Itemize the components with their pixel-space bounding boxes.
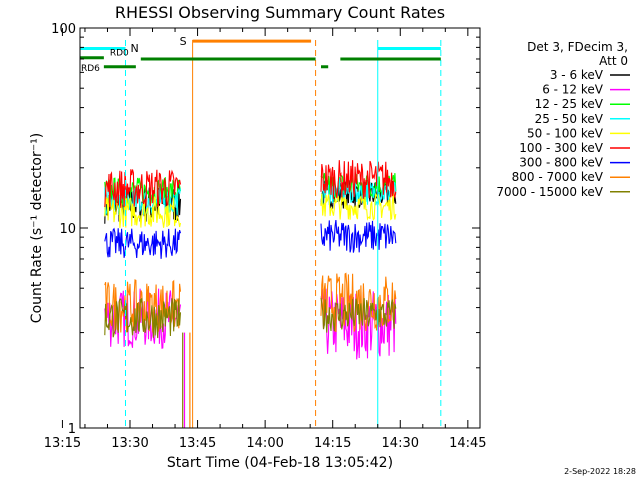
legend-label: 800 - 7000 keV bbox=[512, 170, 604, 184]
footer-date: 2-Sep-2022 18:28 bbox=[564, 467, 636, 476]
x-tick-label: 14:30 bbox=[382, 436, 419, 451]
x-tick-label: 13:45 bbox=[179, 436, 216, 451]
series-trace bbox=[320, 160, 397, 200]
x-tick-label: 14:15 bbox=[314, 436, 351, 451]
event-marker-label: N bbox=[130, 42, 138, 55]
legend-label: 50 - 100 keV bbox=[527, 126, 604, 140]
legend-label: 12 - 25 keV bbox=[535, 97, 604, 111]
series-trace bbox=[320, 193, 397, 221]
status-bar-label: RD6 bbox=[81, 64, 100, 74]
y-tick-label: 1 bbox=[68, 422, 76, 437]
y-axis-label: Count Rate (s⁻¹ detector⁻¹) bbox=[29, 133, 45, 323]
legend-label: 7000 - 15000 keV bbox=[496, 185, 603, 199]
x-tick-label: 14:45 bbox=[449, 436, 486, 451]
legend-label: 3 - 6 keV bbox=[550, 68, 604, 82]
series-trace bbox=[104, 227, 182, 259]
x-tick-label: 14:00 bbox=[246, 436, 283, 451]
x-tick-label: 13:15 bbox=[44, 436, 81, 451]
legend-header: Det 3, FDecim 3, bbox=[527, 40, 628, 54]
event-marker-label: S bbox=[180, 35, 187, 48]
legend-label: 25 - 50 keV bbox=[535, 112, 604, 126]
y-tick-label: 100 bbox=[51, 22, 76, 37]
series-trace bbox=[320, 297, 397, 333]
chart-title: RHESSI Observing Summary Count Rates bbox=[115, 3, 445, 22]
series-trace bbox=[104, 297, 182, 339]
legend-label: 100 - 300 keV bbox=[519, 141, 603, 155]
y-tick-label: 10 bbox=[59, 222, 76, 237]
x-axis-label: Start Time (04-Feb-18 13:05:42) bbox=[167, 455, 393, 471]
status-bar-label: RD0 bbox=[110, 49, 129, 59]
x-tick-label: 13:30 bbox=[111, 436, 148, 451]
series-trace bbox=[320, 220, 397, 253]
series-trace bbox=[320, 288, 397, 360]
series-trace bbox=[104, 169, 182, 208]
legend-label: 300 - 800 keV bbox=[519, 156, 603, 170]
legend-label: 6 - 12 keV bbox=[542, 83, 604, 97]
plot-frame bbox=[79, 27, 481, 429]
legend-header: Att 0 bbox=[599, 54, 628, 68]
